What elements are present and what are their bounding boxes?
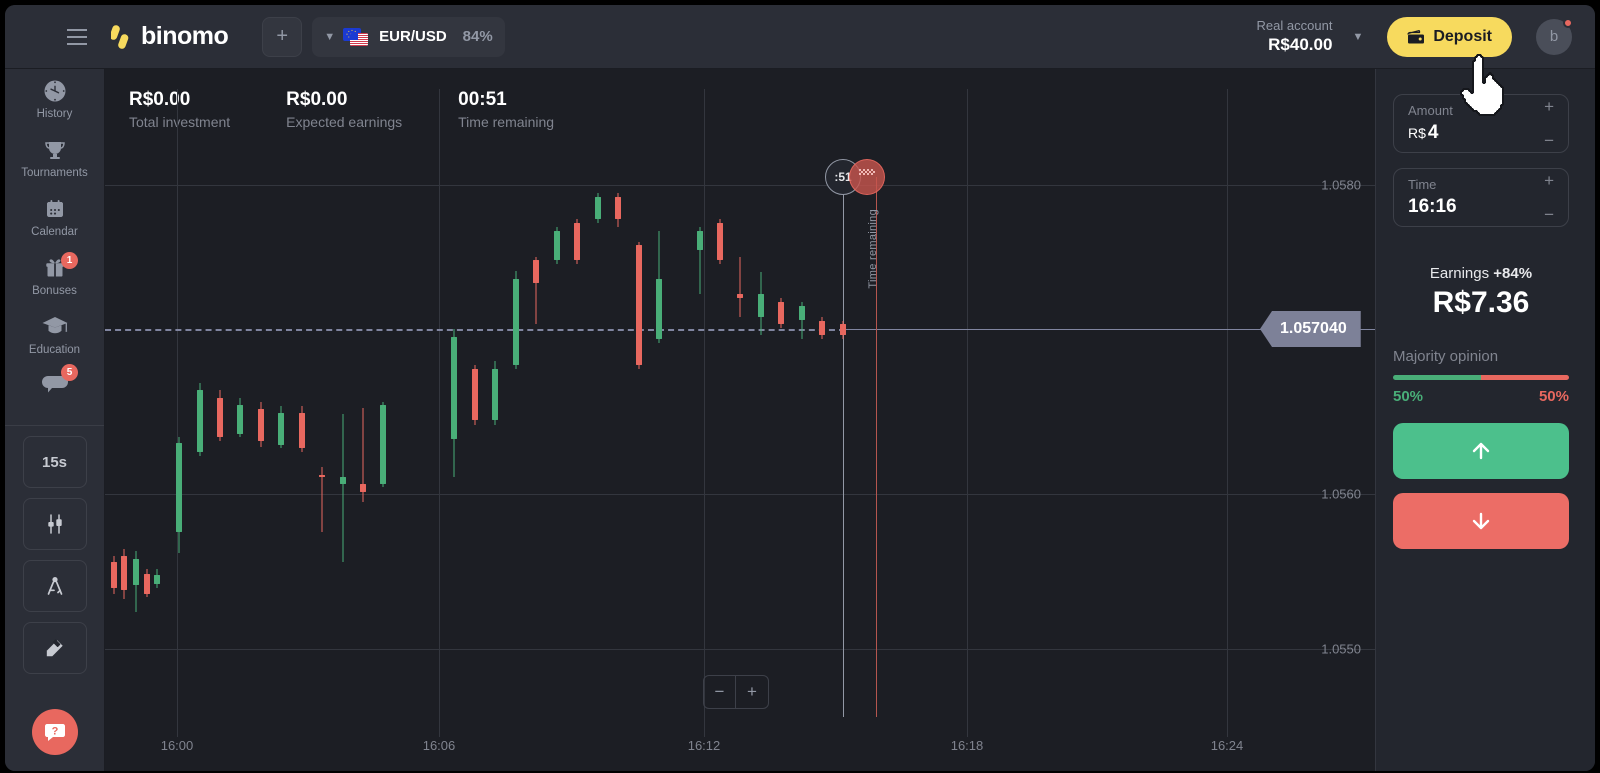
svg-text:?: ? bbox=[51, 726, 58, 738]
